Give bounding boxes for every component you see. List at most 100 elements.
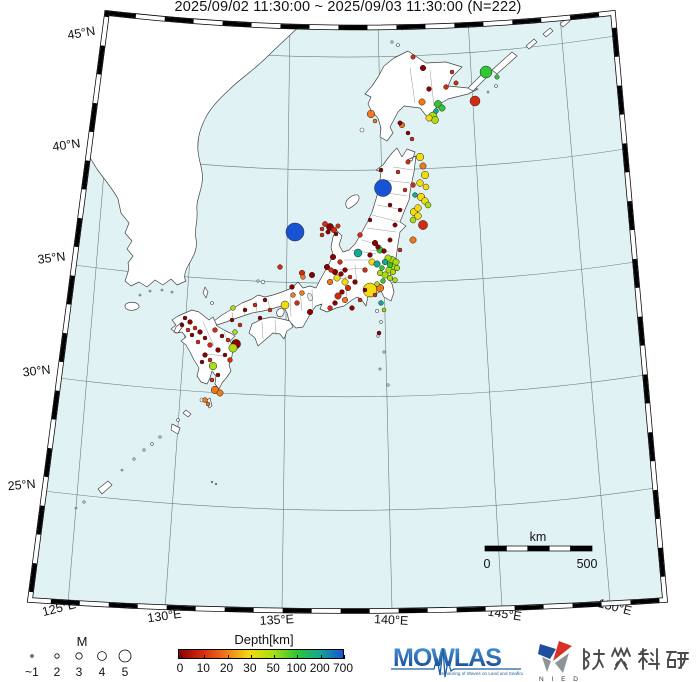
quake-marker — [197, 329, 203, 335]
quake-marker — [185, 327, 191, 333]
quake-marker — [300, 274, 306, 280]
quake-marker — [322, 221, 328, 227]
quake-marker — [392, 258, 400, 266]
quake-marker — [182, 315, 188, 321]
mowlas-logo-text: MOWLAS — [393, 644, 501, 672]
quake-marker — [418, 220, 428, 230]
quake-marker — [438, 104, 446, 112]
quake-marker — [202, 397, 208, 403]
quake-marker — [333, 231, 339, 237]
map-frame-border — [26, 9, 668, 614]
quake-marker — [376, 269, 384, 277]
depth-colorbar — [178, 649, 345, 659]
axis-tick-label: 135°E — [259, 612, 294, 628]
quake-marker — [306, 308, 314, 316]
quake-marker — [410, 182, 416, 188]
quake-marker — [357, 297, 363, 303]
quake-marker — [353, 248, 363, 258]
depth-tick — [297, 655, 299, 659]
quake-marker — [337, 259, 343, 265]
quake-marker — [397, 120, 403, 126]
quake-marker — [419, 162, 427, 170]
scale-bar: km 0 500 — [484, 530, 598, 571]
quake-marker — [267, 307, 273, 313]
quake-marker — [443, 84, 449, 90]
quake-marker — [179, 322, 185, 328]
depth-tick — [250, 655, 252, 659]
quake-marker — [342, 267, 348, 273]
quake-marker — [319, 226, 325, 232]
magnitude-legend-circle — [75, 652, 83, 660]
quake-marker — [325, 229, 331, 235]
depth-tick-label: 30 — [243, 661, 257, 675]
quake-marker — [357, 232, 363, 238]
axis-tick-label: 45°N — [66, 24, 96, 43]
quake-marker — [222, 352, 228, 358]
magnitude-legend-label: 5 — [122, 665, 129, 679]
axis-tick-label: 140°E — [374, 612, 409, 628]
magnitude-legend-label: 3 — [76, 665, 83, 679]
depth-tick — [344, 655, 345, 659]
quake-marker — [195, 339, 201, 345]
magnitude-legend-circle — [97, 651, 107, 661]
depth-tick-label: 0 — [176, 661, 184, 675]
quake-marker — [209, 377, 215, 383]
quake-marker — [289, 284, 295, 290]
quake-marker — [192, 325, 198, 331]
quake-marker — [378, 167, 384, 173]
quake-marker — [294, 300, 300, 306]
magnitude-legend: M ~1 2 3 4 5 — [20, 634, 150, 682]
quake-marker — [386, 274, 394, 282]
quake-marker — [469, 95, 481, 107]
quake-marker — [409, 136, 415, 142]
quake-marker — [341, 278, 349, 286]
axis-tick-label: 35°N — [37, 249, 66, 266]
quake-marker — [410, 54, 416, 60]
quake-marker — [381, 258, 389, 266]
nied-kanji-bousai-kagakuken — [583, 646, 689, 670]
depth-tick-label: 10 — [196, 661, 210, 675]
quake-marker — [330, 226, 338, 234]
quake-marker — [202, 352, 208, 358]
quake-marker — [380, 278, 386, 284]
quake-marker — [414, 212, 422, 220]
quake-marker — [376, 330, 382, 336]
quake-marker — [328, 267, 334, 273]
quake-marker — [373, 260, 381, 268]
quake-marker — [187, 319, 193, 325]
axis-tick-label: 130°E — [147, 607, 183, 626]
quake-marker — [344, 284, 352, 292]
page-title: 2025/09/02 11:30:00 ~ 2025/09/03 11:30:0… — [174, 0, 522, 15]
quake-marker — [207, 357, 213, 363]
quake-marker — [414, 204, 422, 212]
magnitude-legend-label: 2 — [54, 665, 61, 679]
quake-marker — [216, 389, 224, 397]
quake-marker — [367, 252, 373, 258]
depth-tick — [320, 655, 322, 659]
quake-marker — [409, 216, 417, 224]
quake-marker — [262, 297, 268, 303]
quake-marker — [352, 279, 358, 285]
quake-marker — [426, 86, 432, 92]
quake-marker — [431, 116, 439, 124]
depth-legend: Depth[km] 0 10 20 30 50 100 200 700 — [176, 632, 354, 682]
nied-letters: N I E D — [539, 676, 581, 682]
depth-tick-labels: 0 10 20 30 50 100 200 700 — [176, 661, 354, 677]
magnitude-legend-label: ~1 — [25, 665, 39, 679]
quake-marker — [347, 274, 353, 280]
quake-marker — [308, 271, 316, 279]
quake-marker — [374, 179, 392, 197]
quake-marker — [449, 69, 455, 75]
depth-tick — [181, 655, 182, 659]
quake-marker — [208, 361, 218, 371]
quake-marker — [392, 277, 398, 283]
quake-marker — [418, 98, 426, 106]
depth-tick-label: 100 — [286, 661, 307, 675]
seismic-waveform-icon — [391, 647, 521, 678]
quake-marker — [349, 305, 355, 311]
mowlas-logo: MOWLAS Monitoring of Waves on Land and S… — [391, 642, 526, 682]
quake-marker — [405, 159, 411, 165]
quake-marker — [372, 292, 378, 298]
depth-tick-label: 700 — [332, 661, 354, 675]
quake-marker — [215, 372, 221, 378]
